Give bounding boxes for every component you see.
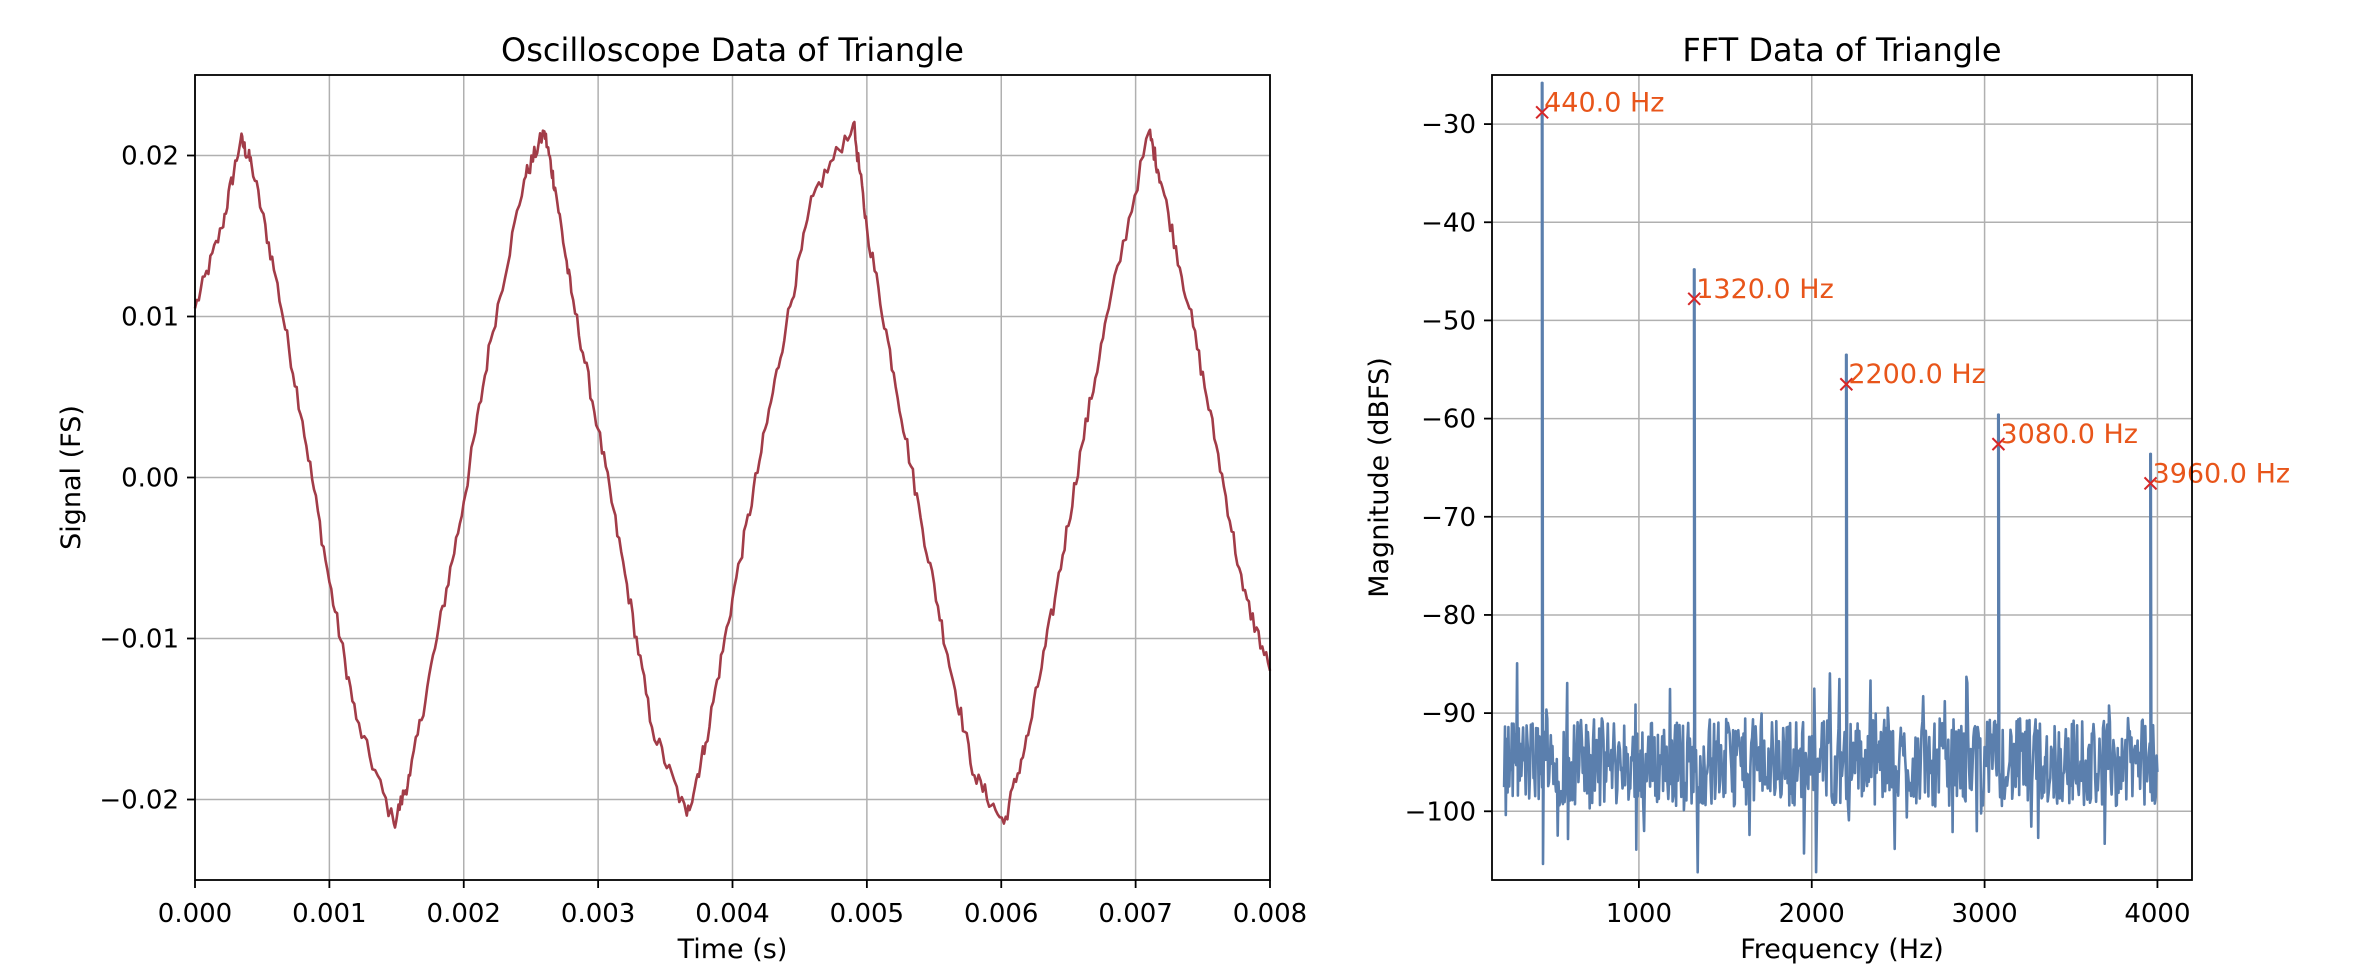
oscilloscope-x-tick-label: 0.008	[1233, 899, 1307, 929]
fft-y-tick-label: −80	[1421, 601, 1476, 631]
fft-peak-marker	[1687, 292, 1701, 306]
fft-ticks: 1000 2000 3000 4000 −100 −90 −80 −70 −60 −50 −40 −3…	[1405, 110, 2191, 929]
oscilloscope-y-axis-label: Signal (FS)	[56, 405, 87, 550]
oscilloscope-panel: 0.000 0.001 0.002 0.003 0.004 0.005 0.006 0.007…	[56, 31, 1307, 965]
fft-peak-marker	[1839, 377, 1854, 391]
oscilloscope-ticks: 0.000 0.001 0.002 0.003 0.004 0.005 0.006 0.007…	[99, 142, 1307, 930]
fft-title: FFT Data of Triangle	[1682, 31, 2001, 69]
fft-axes-frame	[1491, 74, 2193, 881]
oscilloscope-y-tick-label: −0.01	[99, 625, 179, 655]
fft-x-tick-label: 4000	[2124, 899, 2190, 929]
oscilloscope-x-tick-label: 0.001	[292, 899, 366, 929]
oscilloscope-x-tick-label: 0.004	[695, 899, 769, 929]
oscilloscope-signal-line	[193, 120, 1272, 829]
fft-y-tick-label: −100	[1405, 797, 1476, 827]
oscilloscope-x-tick-label: 0.000	[158, 899, 232, 929]
fft-peak-label: 3960.0 Hz	[2153, 458, 2291, 489]
fft-x-tick-label: 3000	[1952, 899, 2018, 929]
fft-spectrum-line	[1502, 81, 2159, 874]
fft-peak-label: 3080.0 Hz	[2000, 419, 2138, 450]
oscilloscope-x-tick-label: 0.002	[427, 899, 501, 929]
fft-peak-marker	[1535, 105, 1549, 120]
fft-peak-label: 2200.0 Hz	[1848, 359, 1986, 390]
fft-peak-label: 1320.0 Hz	[1696, 274, 1834, 305]
fft-x-tick-label: 2000	[1779, 899, 1845, 929]
oscilloscope-y-tick-label: 0.00	[121, 464, 179, 494]
fft-x-axis-label: Frequency (Hz)	[1740, 934, 1944, 965]
fft-y-tick-label: −70	[1421, 503, 1476, 533]
fft-panel: 440.0 Hz 1320.0 Hz 2200.0 Hz 3080.0 Hz 3960.…	[1364, 31, 2290, 965]
fft-y-tick-label: −90	[1421, 699, 1476, 729]
fft-y-tick-label: −50	[1421, 306, 1476, 336]
fft-peak-marker	[1991, 437, 2006, 451]
oscilloscope-y-tick-label: 0.01	[121, 303, 179, 333]
oscilloscope-x-tick-label: 0.005	[830, 899, 904, 929]
oscilloscope-title: Oscilloscope Data of Triangle	[501, 31, 964, 69]
oscilloscope-x-tick-label: 0.003	[561, 899, 635, 929]
oscilloscope-grid	[194, 75, 1271, 880]
fft-x-tick-label: 1000	[1606, 899, 1672, 929]
fft-peak-markers: 440.0 Hz 1320.0 Hz 2200.0 Hz 3080.0 Hz 3960.…	[1535, 87, 2291, 491]
fft-peak-marker	[2143, 476, 2158, 491]
oscilloscope-x-tick-label: 0.006	[964, 899, 1038, 929]
fft-peak-label: 440.0 Hz	[1544, 87, 1664, 118]
oscilloscope-y-tick-label: 0.02	[121, 142, 179, 172]
oscilloscope-x-tick-label: 0.007	[1098, 899, 1172, 929]
fft-y-tick-label: −60	[1421, 405, 1476, 435]
fft-y-tick-label: −30	[1421, 110, 1476, 140]
fft-y-tick-label: −40	[1421, 208, 1476, 238]
oscilloscope-y-tick-label: −0.02	[99, 786, 179, 816]
oscilloscope-x-axis-label: Time (s)	[677, 934, 788, 965]
fft-y-axis-label: Magnitude (dBFS)	[1364, 357, 1395, 598]
